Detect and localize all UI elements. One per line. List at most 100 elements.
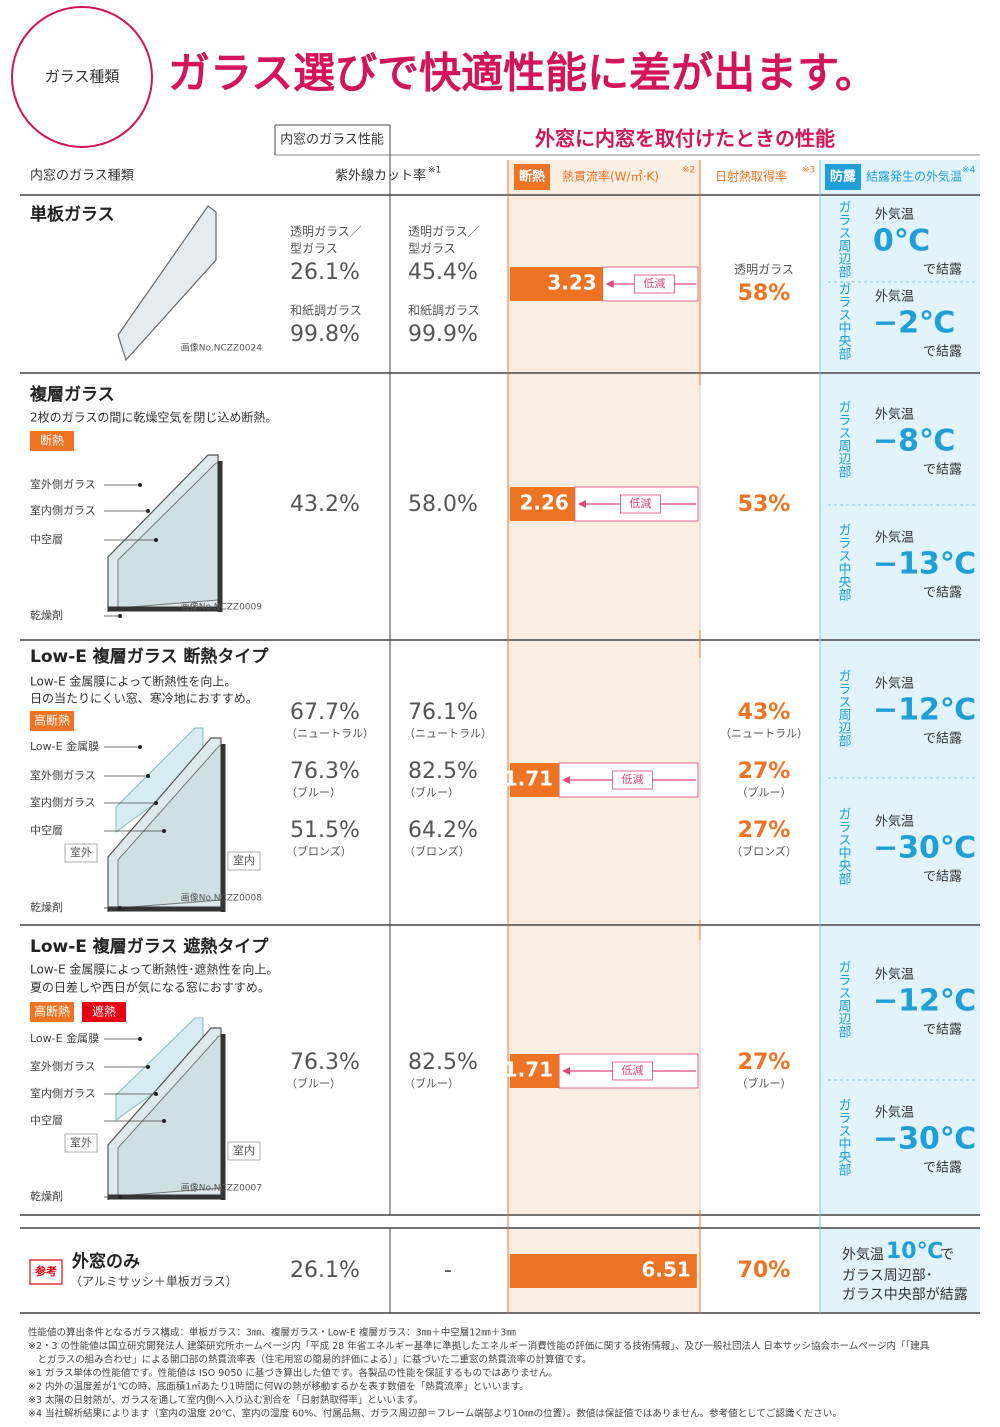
tag — [30, 711, 74, 731]
dew-zone: ガラス中央部 — [836, 1098, 852, 1176]
reduce-label: 低減 — [622, 772, 644, 786]
dew-prefix: 外気温 — [875, 967, 914, 983]
dew-suffix: で結露 — [923, 586, 962, 601]
tag — [30, 431, 74, 451]
bar-value: 2.26 — [520, 491, 569, 515]
dew-suffix: で結露 — [923, 345, 962, 360]
tag-text: 高断熱 — [34, 1004, 70, 1019]
dew-suffix: で結露 — [923, 1023, 962, 1038]
value: 43.2% — [290, 492, 360, 517]
arrow-head — [577, 500, 586, 508]
leader-dot — [138, 1037, 142, 1041]
value-sub: （ブルー） — [286, 785, 341, 799]
reduce-label: 低減 — [643, 276, 665, 290]
tag — [30, 1002, 74, 1022]
dew-prefix: 外気温 — [875, 1105, 914, 1121]
value-label: 透明ガラス／ — [408, 225, 480, 239]
column-header: 日射熱取得率 — [715, 169, 787, 184]
ref-name: 外窓のみ — [72, 1251, 140, 1272]
side-box — [64, 843, 98, 863]
glass-name: 単板ガラス — [30, 204, 115, 225]
part-label: Low-E 金属膜 — [30, 1031, 99, 1045]
tag-text: 高断熱 — [34, 713, 70, 728]
part-label: 室内側ガラス — [30, 1086, 96, 1100]
value-sub: （ブルー） — [404, 1076, 459, 1090]
column-header: 結露発生の外気温 — [866, 169, 962, 184]
value: 99.8% — [290, 322, 360, 347]
bar-value: 1.71 — [504, 767, 553, 791]
value-label: 和紙調ガラス — [290, 303, 362, 318]
value: 99.9% — [408, 322, 478, 347]
dew-zone: ガラス周辺部 — [836, 960, 852, 1038]
value: 27% — [738, 1050, 791, 1075]
bar — [510, 1054, 560, 1088]
arrow-head — [605, 280, 614, 288]
footnote: ※4 当社解析結果によります（室内の温度 20℃、室内の湿度 60%、付属品無、… — [28, 1408, 842, 1420]
description: 夏の日差しや西日が気になる窓におすすめ。 — [30, 980, 270, 995]
part-label: 中空層 — [30, 823, 63, 837]
leader-dot — [138, 483, 142, 487]
value: 26.1% — [290, 260, 360, 285]
image-number: 画像No.NCZZ0024 — [181, 342, 262, 354]
reduce-tag — [612, 770, 653, 790]
part-label: 中空層 — [30, 532, 63, 546]
dew-temp: −12℃ — [873, 984, 976, 1019]
dew-temp: −8℃ — [873, 424, 955, 459]
part-label: 中空層 — [30, 1113, 63, 1127]
value-sub: （ブロンズ） — [404, 844, 470, 858]
value: 82.5% — [408, 759, 478, 784]
badge-text: 防露 — [830, 169, 857, 185]
part-label: 乾燥剤 — [30, 608, 63, 622]
description: Low-E 金属膜によって断熱性･遮熱性を向上。 — [30, 962, 278, 977]
side-box — [64, 1133, 98, 1153]
part-label: Low-E 金属膜 — [30, 739, 99, 753]
dew-zone: ガラス周辺部 — [836, 200, 852, 278]
arrow-head — [562, 1067, 571, 1075]
column-note: ※3 — [802, 166, 815, 176]
column-header: 内窓のガラス種類 — [30, 168, 134, 184]
bar-value: 6.51 — [641, 1258, 690, 1282]
bar — [510, 763, 560, 797]
value-label: 透明ガラス — [734, 263, 794, 277]
column-note: ※4 — [962, 166, 976, 176]
leader-dot — [154, 538, 158, 542]
tag-text: 遮熱 — [92, 1004, 116, 1019]
image-number: 画像No.NCZZ0007 — [181, 1182, 262, 1194]
leader-dot — [118, 614, 122, 618]
dew-temp: −2℃ — [873, 306, 955, 341]
part-label: 室内側ガラス — [30, 503, 96, 517]
badge-text: 断熱 — [519, 169, 545, 185]
dew-temp: −13℃ — [873, 547, 976, 582]
description: 日の当たりにくい窓、寒冷地におすすめ。 — [30, 691, 258, 706]
dew-prefix: 外気温 — [875, 207, 914, 223]
dew-zone: ガラス周辺部 — [836, 669, 852, 747]
value-sub: （ニュートラル） — [286, 727, 374, 740]
dew-suffix: で結露 — [923, 1161, 962, 1176]
glass-pane — [117, 462, 219, 609]
value-sub: （ブルー） — [737, 1076, 792, 1090]
side-label: 室内 — [233, 1143, 255, 1157]
leader-dot — [118, 1195, 122, 1199]
bar — [510, 267, 603, 301]
reduce-label: 低減 — [629, 496, 651, 510]
leader-dot — [146, 509, 150, 513]
dew-mid: で — [940, 1247, 954, 1263]
page-title: ガラス選びで快適性能に差が出ます。 — [168, 49, 877, 98]
image-number: 画像No.NCZZ0009 — [181, 601, 262, 613]
dew-zone: ガラス周辺部 — [836, 400, 852, 478]
ref-badge-text: 参考 — [35, 1264, 57, 1278]
reduce-label: 低減 — [622, 1063, 644, 1077]
glass-name: 複層ガラス — [29, 384, 115, 405]
part-label: 乾燥剤 — [30, 900, 63, 914]
value: 27% — [738, 818, 791, 843]
value: 58% — [738, 281, 791, 306]
value-label: 型ガラス — [408, 242, 456, 256]
dew-temp: −12℃ — [873, 693, 976, 728]
footnote: とガラスの組み合わせ」による開口部の熱貫流率表（住宅用窓の簡易的評価による）」に… — [28, 1354, 592, 1366]
glass-pane — [117, 1035, 222, 1197]
footnote: ※2 内外の温度差が1℃の時、底面積1㎡あたり1時間に何Wの熱が移動するかを表す… — [28, 1381, 529, 1393]
badge — [514, 164, 550, 190]
side-box — [227, 851, 261, 871]
dew-zone: ガラス中央部 — [836, 523, 852, 601]
bar — [510, 1254, 697, 1288]
